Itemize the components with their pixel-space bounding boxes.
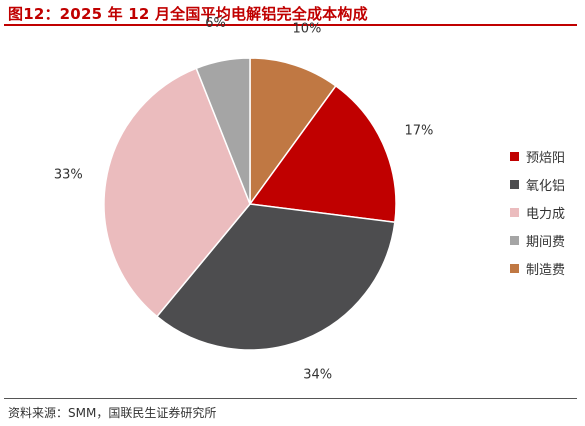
legend-item-1: 氧化铝: [510, 170, 585, 198]
footer-divider: [4, 398, 577, 399]
legend-label: 制造费: [526, 262, 566, 278]
pie-slice-2: [103, 67, 251, 318]
legend-swatch: [510, 151, 519, 161]
title-divider: [4, 24, 577, 26]
pie-slice-4: [249, 57, 337, 207]
legend-item-0: 预焙阳: [510, 142, 585, 170]
legend-swatch: [510, 235, 519, 245]
legend-item-2: 电力成: [510, 198, 585, 226]
pie-slice-0: [248, 84, 397, 224]
legend-swatch: [510, 263, 519, 273]
legend-label: 预焙阳: [526, 150, 566, 166]
legend-item-3: 期间费: [510, 226, 585, 254]
legend-label: 电力成: [526, 206, 566, 222]
legend-label: 期间费: [526, 234, 566, 250]
legend-item-4: 制造费: [510, 254, 585, 282]
legend-swatch: [510, 179, 519, 189]
data-label-0: 17%: [404, 123, 433, 138]
data-label-1: 34%: [303, 368, 332, 383]
data-label-4: 10%: [292, 22, 321, 37]
data-label-2: 33%: [54, 168, 83, 183]
pie-slice-3: [195, 57, 251, 205]
source-note: 资料来源：SMM，国联民生证券研究所: [8, 406, 217, 420]
data-label-3: 6%: [205, 16, 226, 31]
legend-swatch: [510, 207, 519, 217]
chart-legend: 预焙阳氧化铝电力成期间费制造费: [510, 142, 585, 282]
chart-title: 图12：2025 年 12 月全国平均电解铝完全成本构成: [8, 5, 368, 23]
legend-label: 氧化铝: [526, 178, 566, 194]
pie-slice-1: [155, 203, 396, 351]
